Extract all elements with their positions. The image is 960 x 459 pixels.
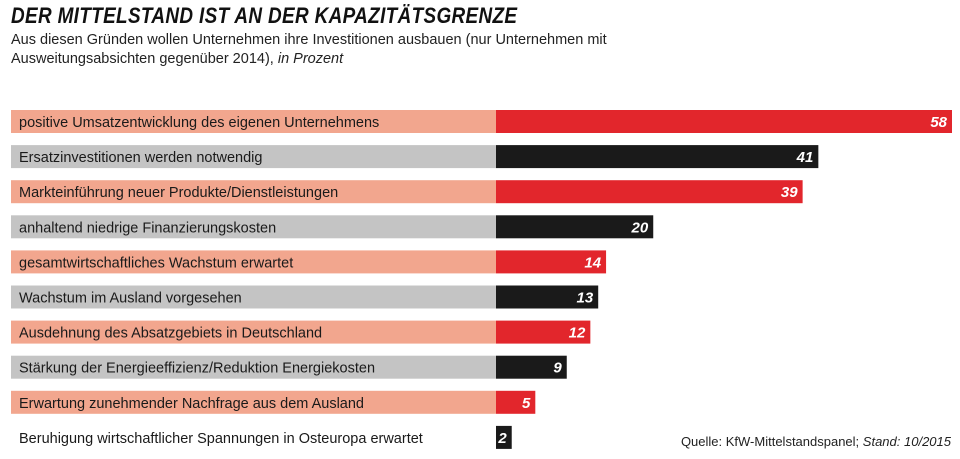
- category-label-bg: [11, 250, 496, 274]
- bar-row: Wachstum im Ausland vorgesehen 13: [11, 285, 599, 309]
- category-label-bg: [11, 145, 496, 169]
- value-label: 20: [631, 219, 649, 236]
- bar: [496, 250, 607, 274]
- bar-row: Beruhigung wirtschaftlicher Spannungen i…: [19, 425, 512, 449]
- source-label: Quelle: KfW-Mittelstandspanel;: [680, 434, 860, 449]
- bar-row: Markteinführung neuer Produkte/Dienstlei…: [11, 180, 803, 204]
- value-label: 2: [497, 430, 507, 447]
- bar-row: gesamtwirtschaftliches Wachstum erwartet…: [11, 250, 607, 274]
- value-label: 39: [781, 184, 798, 201]
- value-label: 9: [553, 360, 562, 377]
- category-label: Stärkung der Energieeffizienz/Reduktion …: [19, 361, 375, 377]
- category-label-bg: [11, 285, 496, 309]
- bar: [496, 355, 567, 379]
- category-label: Wachstum im Ausland vorgesehen: [19, 291, 242, 307]
- category-label-bg: [11, 355, 496, 379]
- bar: [496, 425, 512, 449]
- value-label: 41: [796, 149, 814, 166]
- value-label: 12: [569, 325, 586, 342]
- bar-row: Stärkung der Energieeffizienz/Reduktion …: [11, 355, 567, 379]
- bar-row: positive Umsatzentwicklung des eigenen U…: [11, 110, 952, 133]
- subtitle-unit: in Prozent: [277, 51, 344, 67]
- bar-row: Ausdehnung des Absatzgebiets in Deutschl…: [11, 320, 591, 344]
- category-label: positive Umsatzentwicklung des eigenen U…: [19, 115, 379, 131]
- bar-row: Erwartung zunehmender Nachfrage aus dem …: [11, 390, 536, 414]
- category-label: Ersatzinvestitionen werden notwendig: [19, 150, 262, 166]
- source-note: Quelle: KfW-Mittelstandspanel; Stand: 10…: [681, 434, 951, 449]
- category-label: gesamtwirtschaftliches Wachstum erwartet: [19, 255, 293, 271]
- value-label: 5: [522, 395, 531, 412]
- bar: [496, 180, 803, 204]
- category-label: Beruhigung wirtschaftlicher Spannungen i…: [19, 431, 423, 447]
- bar: [496, 215, 654, 239]
- value-label: 14: [584, 254, 601, 271]
- category-label-bg: [11, 110, 496, 133]
- category-label: Ausdehnung des Absatzgebiets in Deutschl…: [19, 326, 322, 342]
- value-label: 13: [577, 290, 594, 307]
- subtitle-text: Aus diesen Gründen wollen Unternehmen ih…: [11, 32, 607, 67]
- bar: [496, 285, 599, 309]
- category-label: Erwartung zunehmender Nachfrage aus dem …: [19, 396, 364, 412]
- bar: [496, 390, 536, 414]
- chart-subtitle: Aus diesen Gründen wollen Unternehmen ih…: [11, 31, 711, 69]
- bar: [496, 145, 819, 169]
- category-label: anhaltend niedrige Finanzierungskosten: [19, 220, 276, 236]
- bar: [496, 110, 952, 133]
- bar-row: anhaltend niedrige Finanzierungskosten 20: [11, 215, 654, 239]
- category-label-bg: [11, 215, 496, 239]
- category-label: Markteinführung neuer Produkte/Dienstlei…: [19, 185, 338, 201]
- source-stand: Stand: 10/2015: [862, 434, 951, 449]
- chart-title: DER MITTELSTAND IST AN DER KAPAZITÄTSGRE…: [11, 3, 518, 28]
- category-label-bg: [11, 390, 496, 414]
- category-label-bg: [11, 320, 496, 344]
- bar-row: Ersatzinvestitionen werden notwendig 41: [11, 145, 819, 169]
- bar: [496, 320, 591, 344]
- category-label-bg: [11, 180, 496, 204]
- value-label: 58: [930, 114, 947, 131]
